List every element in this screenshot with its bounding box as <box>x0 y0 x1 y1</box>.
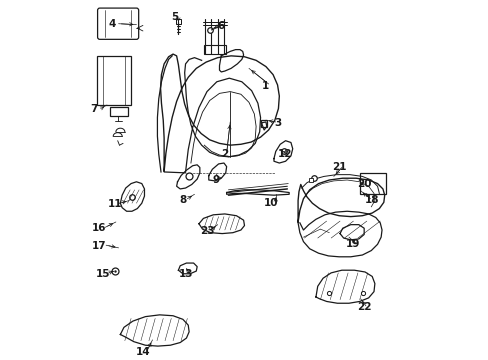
Bar <box>109 107 127 116</box>
Text: 18: 18 <box>364 195 379 204</box>
Text: 1: 1 <box>262 81 269 91</box>
Text: 9: 9 <box>212 175 219 185</box>
Bar <box>359 173 386 194</box>
Bar <box>203 45 226 54</box>
Text: 4: 4 <box>108 19 116 29</box>
Text: 7: 7 <box>90 104 97 114</box>
Text: 11: 11 <box>107 199 122 209</box>
Text: 5: 5 <box>171 13 178 22</box>
Text: 12: 12 <box>277 149 291 159</box>
Text: 15: 15 <box>96 269 110 279</box>
Text: 22: 22 <box>356 302 371 312</box>
Text: 8: 8 <box>179 195 186 204</box>
Text: 17: 17 <box>91 241 106 251</box>
Text: 10: 10 <box>264 198 278 208</box>
Text: 2: 2 <box>221 149 228 159</box>
FancyBboxPatch shape <box>98 8 139 39</box>
Text: 23: 23 <box>199 226 214 236</box>
Bar <box>175 19 181 24</box>
Text: 6: 6 <box>217 21 224 31</box>
Text: 14: 14 <box>136 347 151 357</box>
Text: 16: 16 <box>91 223 106 233</box>
Text: 13: 13 <box>179 269 193 279</box>
Text: 3: 3 <box>274 118 282 128</box>
Bar <box>261 120 266 127</box>
Text: 21: 21 <box>331 162 346 172</box>
Text: 20: 20 <box>356 180 371 189</box>
Text: 19: 19 <box>346 239 360 249</box>
Bar <box>97 56 130 105</box>
